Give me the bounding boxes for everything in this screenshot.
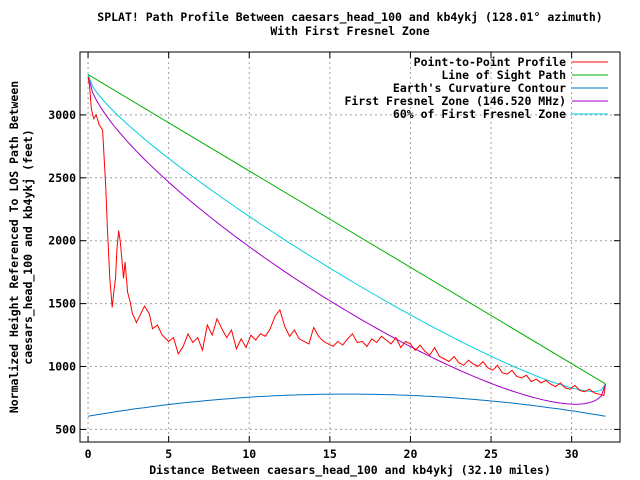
y-tick-label: 2000 (48, 234, 76, 248)
x-tick-label: 10 (242, 447, 256, 461)
y-tick-label: 1500 (48, 297, 76, 311)
legend-label: Earth's Curvature Contour (393, 81, 566, 95)
legend-label: 60% of First Fresnel Zone (393, 107, 566, 121)
chart-title: SPLAT! Path Profile Between caesars_head… (97, 10, 602, 25)
x-axis-label: Distance Between caesars_head_100 and kb… (149, 463, 551, 478)
x-tick-label: 0 (85, 447, 92, 461)
plot-border (79, 51, 621, 443)
y-tick-label: 3000 (48, 108, 76, 122)
legend-label: Point-to-Point Profile (414, 55, 566, 69)
series-line-of-sight (87, 74, 606, 385)
y-axis-label-line1: Normalized Height Referenced To LOS Path… (7, 81, 21, 413)
x-tick-label: 5 (165, 447, 172, 461)
y-tick-label: 1000 (48, 360, 76, 374)
y-tick-label: 500 (55, 422, 76, 436)
y-tick-label: 2500 (48, 171, 76, 185)
y-ticks: 500 1000 1500 2000 2500 3000 (48, 108, 620, 436)
legend-label: Line of Sight Path (441, 68, 566, 82)
series-earth-curvature (88, 393, 606, 417)
grid (80, 52, 620, 442)
y-axis-label-line2: caesars_head_100 and kb4ykj (feet) (21, 129, 36, 364)
plot-series (87, 74, 606, 417)
x-ticks: 0 5 10 15 20 25 30 (85, 52, 579, 461)
series-first-fresnel-zone (87, 74, 606, 405)
x-tick-label: 15 (323, 447, 337, 461)
series-60pct-fresnel-zone (87, 74, 606, 393)
x-tick-label: 25 (484, 447, 498, 461)
legend-label: First Fresnel Zone (146.520 MHz) (344, 94, 566, 108)
series-point-to-point-profile (87, 77, 606, 397)
x-tick-label: 30 (565, 447, 579, 461)
chart-subtitle: With First Fresnel Zone (270, 24, 429, 38)
x-tick-label: 20 (404, 447, 418, 461)
